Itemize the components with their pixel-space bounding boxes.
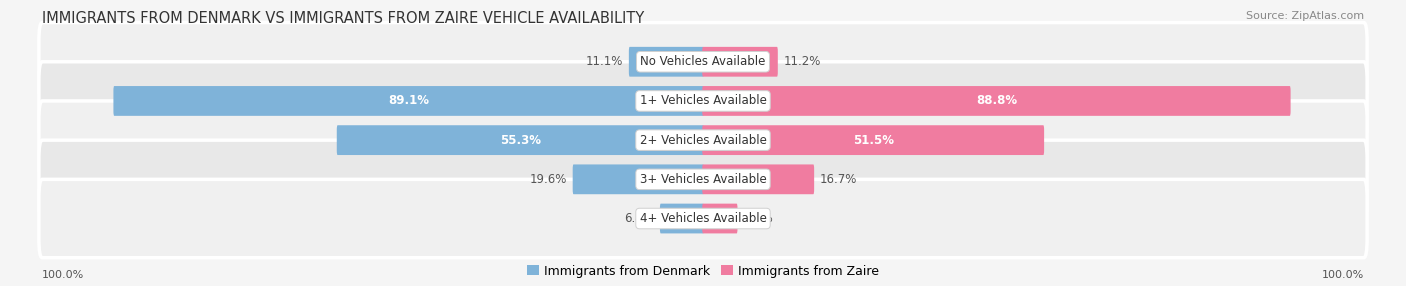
Text: 55.3%: 55.3% [499,134,541,147]
Text: 3+ Vehicles Available: 3+ Vehicles Available [640,173,766,186]
Text: 2+ Vehicles Available: 2+ Vehicles Available [640,134,766,147]
FancyBboxPatch shape [39,140,1367,219]
FancyBboxPatch shape [628,47,704,77]
Text: 5.1%: 5.1% [744,212,773,225]
FancyBboxPatch shape [702,125,1045,155]
Text: 1+ Vehicles Available: 1+ Vehicles Available [640,94,766,108]
FancyBboxPatch shape [337,125,704,155]
Legend: Immigrants from Denmark, Immigrants from Zaire: Immigrants from Denmark, Immigrants from… [527,265,879,278]
Text: 88.8%: 88.8% [976,94,1017,108]
FancyBboxPatch shape [39,23,1367,101]
FancyBboxPatch shape [39,101,1367,179]
Text: 51.5%: 51.5% [852,134,894,147]
Text: 16.7%: 16.7% [820,173,858,186]
Text: 19.6%: 19.6% [530,173,567,186]
Text: 4+ Vehicles Available: 4+ Vehicles Available [640,212,766,225]
FancyBboxPatch shape [114,86,704,116]
Text: Source: ZipAtlas.com: Source: ZipAtlas.com [1246,11,1364,21]
Text: 11.1%: 11.1% [586,55,623,68]
FancyBboxPatch shape [572,164,704,194]
FancyBboxPatch shape [702,164,814,194]
Text: 6.4%: 6.4% [624,212,654,225]
Text: No Vehicles Available: No Vehicles Available [640,55,766,68]
FancyBboxPatch shape [39,179,1367,258]
FancyBboxPatch shape [39,62,1367,140]
Text: 100.0%: 100.0% [42,270,84,280]
FancyBboxPatch shape [702,86,1291,116]
FancyBboxPatch shape [702,204,738,233]
FancyBboxPatch shape [702,47,778,77]
Text: 100.0%: 100.0% [1322,270,1364,280]
Text: 89.1%: 89.1% [388,94,429,108]
Text: 11.2%: 11.2% [783,55,821,68]
Text: IMMIGRANTS FROM DENMARK VS IMMIGRANTS FROM ZAIRE VEHICLE AVAILABILITY: IMMIGRANTS FROM DENMARK VS IMMIGRANTS FR… [42,11,644,26]
FancyBboxPatch shape [659,204,704,233]
